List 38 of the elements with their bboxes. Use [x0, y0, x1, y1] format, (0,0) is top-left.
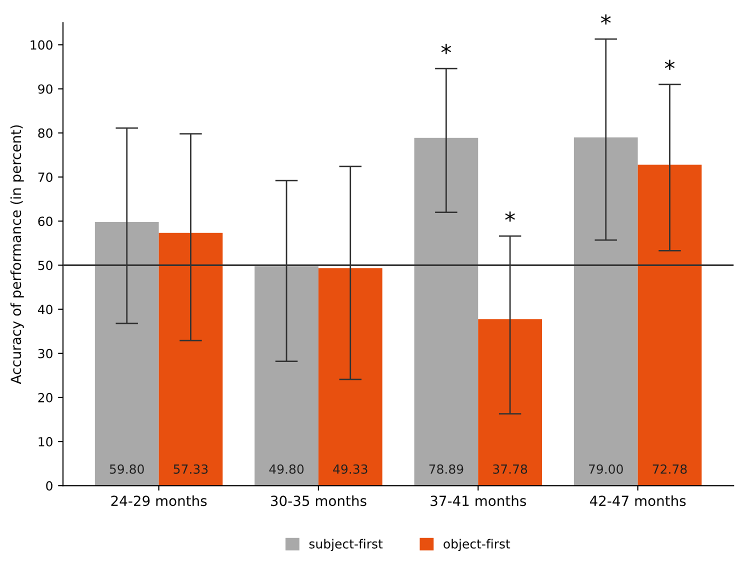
- y-tick-label: 40: [38, 304, 52, 314]
- annotation: *: [441, 44, 452, 54]
- x-tick-label: 24-29 months: [111, 495, 207, 506]
- bar: [638, 164, 702, 486]
- bar: [254, 266, 318, 486]
- data-label: 78.89: [429, 464, 464, 474]
- y-tick-label: 20: [38, 392, 52, 402]
- y-tick-label: 80: [38, 128, 52, 138]
- bar: [574, 137, 638, 486]
- y-tick-label: 70: [38, 172, 52, 182]
- data-label: 72.78: [652, 464, 687, 474]
- data-label: 49.33: [333, 464, 368, 474]
- bar: [414, 138, 478, 486]
- bar: [318, 268, 382, 486]
- legend-label: object-first: [444, 538, 510, 552]
- x-tick-label: 37-41 months: [430, 495, 526, 506]
- data-label: 59.80: [110, 464, 144, 474]
- data-label: 57.33: [174, 464, 208, 474]
- y-tick-label: 0: [46, 481, 52, 491]
- data-label: 37.78: [493, 464, 528, 474]
- data-label: 79.00: [588, 464, 623, 474]
- x-tick-label: 30-35 months: [270, 495, 366, 506]
- bar: [94, 222, 159, 486]
- y-tick-label: 100: [30, 40, 52, 50]
- y-axis-title: Accuracy of performance (in percent): [10, 125, 24, 384]
- annotation: *: [664, 60, 675, 70]
- y-tick-label: 90: [38, 84, 52, 94]
- bar: [158, 232, 223, 486]
- x-tick-label: 42-47 months: [590, 495, 686, 506]
- y-tick-label: 50: [38, 260, 52, 270]
- annotation: *: [505, 211, 515, 222]
- data-label: 49.80: [269, 464, 304, 474]
- annotation: *: [600, 14, 611, 25]
- y-tick-label: 10: [38, 437, 52, 446]
- bar: [478, 319, 542, 486]
- y-tick-label: 60: [38, 216, 52, 226]
- y-tick-label: 30: [38, 348, 52, 358]
- legend-label: subject-first: [309, 538, 383, 552]
